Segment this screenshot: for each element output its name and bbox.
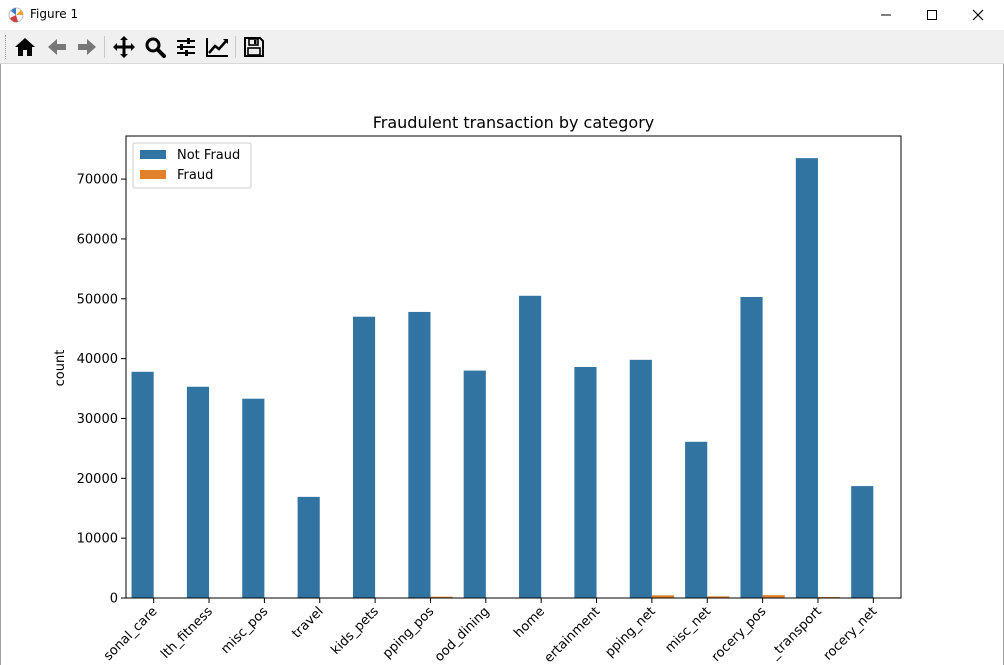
floppy-disk-icon bbox=[244, 37, 264, 57]
move-icon bbox=[113, 36, 135, 58]
close-button[interactable] bbox=[955, 0, 1001, 30]
edit-axis-button[interactable] bbox=[204, 34, 230, 60]
navigation-toolbar bbox=[0, 30, 1004, 64]
y-tick-label: 50000 bbox=[77, 292, 118, 307]
x-tick-label: misc_pos bbox=[218, 604, 271, 657]
x-tick-label: travel bbox=[289, 604, 326, 641]
y-tick-label: 40000 bbox=[77, 352, 118, 367]
window-title: Figure 1 bbox=[30, 7, 79, 21]
x-tick-label: home bbox=[511, 604, 548, 641]
legend-label: Not Fraud bbox=[177, 148, 240, 163]
bar-fraud bbox=[651, 595, 675, 598]
matplotlib-figure-icon bbox=[8, 7, 24, 23]
close-icon bbox=[972, 9, 984, 21]
save-button[interactable] bbox=[241, 34, 267, 60]
bar-not-fraud bbox=[519, 295, 542, 598]
sliders-icon bbox=[177, 38, 195, 56]
bar-not-fraud bbox=[463, 370, 486, 598]
legend-swatch bbox=[140, 170, 166, 179]
y-tick-label: 60000 bbox=[77, 232, 118, 247]
forward-button[interactable] bbox=[74, 34, 100, 60]
zoom-button[interactable] bbox=[142, 34, 168, 60]
x-tick-label: pping_pos bbox=[380, 604, 437, 661]
bar-not-fraud bbox=[851, 486, 874, 598]
bars bbox=[131, 158, 896, 598]
legend: Not Fraud Fraud bbox=[132, 142, 252, 189]
bar-not-fraud bbox=[740, 296, 763, 598]
x-tick-label: rocery_net bbox=[821, 604, 880, 663]
bar-not-fraud bbox=[131, 371, 154, 598]
arrow-left-icon bbox=[48, 39, 66, 55]
bar-not-fraud bbox=[574, 367, 597, 598]
bar-not-fraud bbox=[795, 158, 818, 598]
bar-chart: Fraudulent transaction by category 0 1000… bbox=[53, 113, 902, 665]
toolbar-separator bbox=[104, 36, 105, 58]
legend-label: Fraud bbox=[177, 168, 213, 183]
configure-subplots-button[interactable] bbox=[173, 34, 199, 60]
bar-fraud bbox=[707, 596, 730, 598]
home-button[interactable] bbox=[12, 34, 38, 60]
y-tick-label: 0 bbox=[110, 592, 118, 607]
y-axis: 0 10000 20000 30000 40000 50000 60000 70000 bbox=[77, 173, 126, 607]
x-tick-label: rocery_pos bbox=[709, 604, 770, 665]
bar-not-fraud bbox=[242, 398, 265, 598]
maximize-button[interactable] bbox=[909, 0, 955, 30]
x-tick-label: pping_net bbox=[603, 604, 659, 660]
window-titlebar: Figure 1 bbox=[0, 0, 1004, 30]
bar-fraud bbox=[430, 596, 453, 598]
y-tick-label: 20000 bbox=[77, 472, 118, 487]
x-tick-label: misc_net bbox=[662, 604, 714, 656]
bar-not-fraud bbox=[186, 386, 210, 598]
bar-not-fraud bbox=[352, 316, 376, 598]
magnifier-icon bbox=[145, 37, 166, 58]
chart-title: Fraudulent transaction by category bbox=[373, 113, 655, 132]
plot-frame bbox=[125, 135, 902, 599]
x-tick-label: _transport bbox=[766, 604, 824, 662]
toolbar-grip bbox=[5, 35, 8, 59]
arrow-right-icon bbox=[78, 39, 96, 55]
x-tick-label: ood_dining bbox=[432, 604, 493, 665]
x-tick-label: kids_pets bbox=[328, 604, 382, 658]
x-tick-label: lth_fitness bbox=[158, 604, 216, 662]
y-tick-label: 10000 bbox=[77, 532, 118, 547]
window-border bbox=[0, 64, 1, 665]
x-tick-label: sonal_care bbox=[101, 604, 161, 664]
pan-button[interactable] bbox=[111, 34, 137, 60]
bar-not-fraud bbox=[297, 496, 320, 598]
maximize-icon bbox=[927, 10, 937, 20]
minimize-button[interactable] bbox=[863, 0, 909, 30]
bar-not-fraud bbox=[629, 359, 652, 598]
bar-fraud bbox=[762, 595, 785, 598]
toolbar-separator bbox=[235, 36, 236, 58]
y-tick-label: 30000 bbox=[77, 412, 118, 427]
legend-swatch bbox=[140, 150, 166, 159]
home-icon bbox=[15, 38, 35, 56]
y-tick-label: 70000 bbox=[77, 173, 118, 188]
y-axis-label: count bbox=[53, 350, 68, 387]
x-tick-label: ertainment bbox=[542, 604, 604, 665]
bar-not-fraud bbox=[408, 311, 431, 598]
line-chart-icon bbox=[206, 38, 228, 57]
bar-not-fraud bbox=[685, 441, 708, 598]
minimize-icon bbox=[881, 14, 891, 16]
back-button[interactable] bbox=[44, 34, 70, 60]
